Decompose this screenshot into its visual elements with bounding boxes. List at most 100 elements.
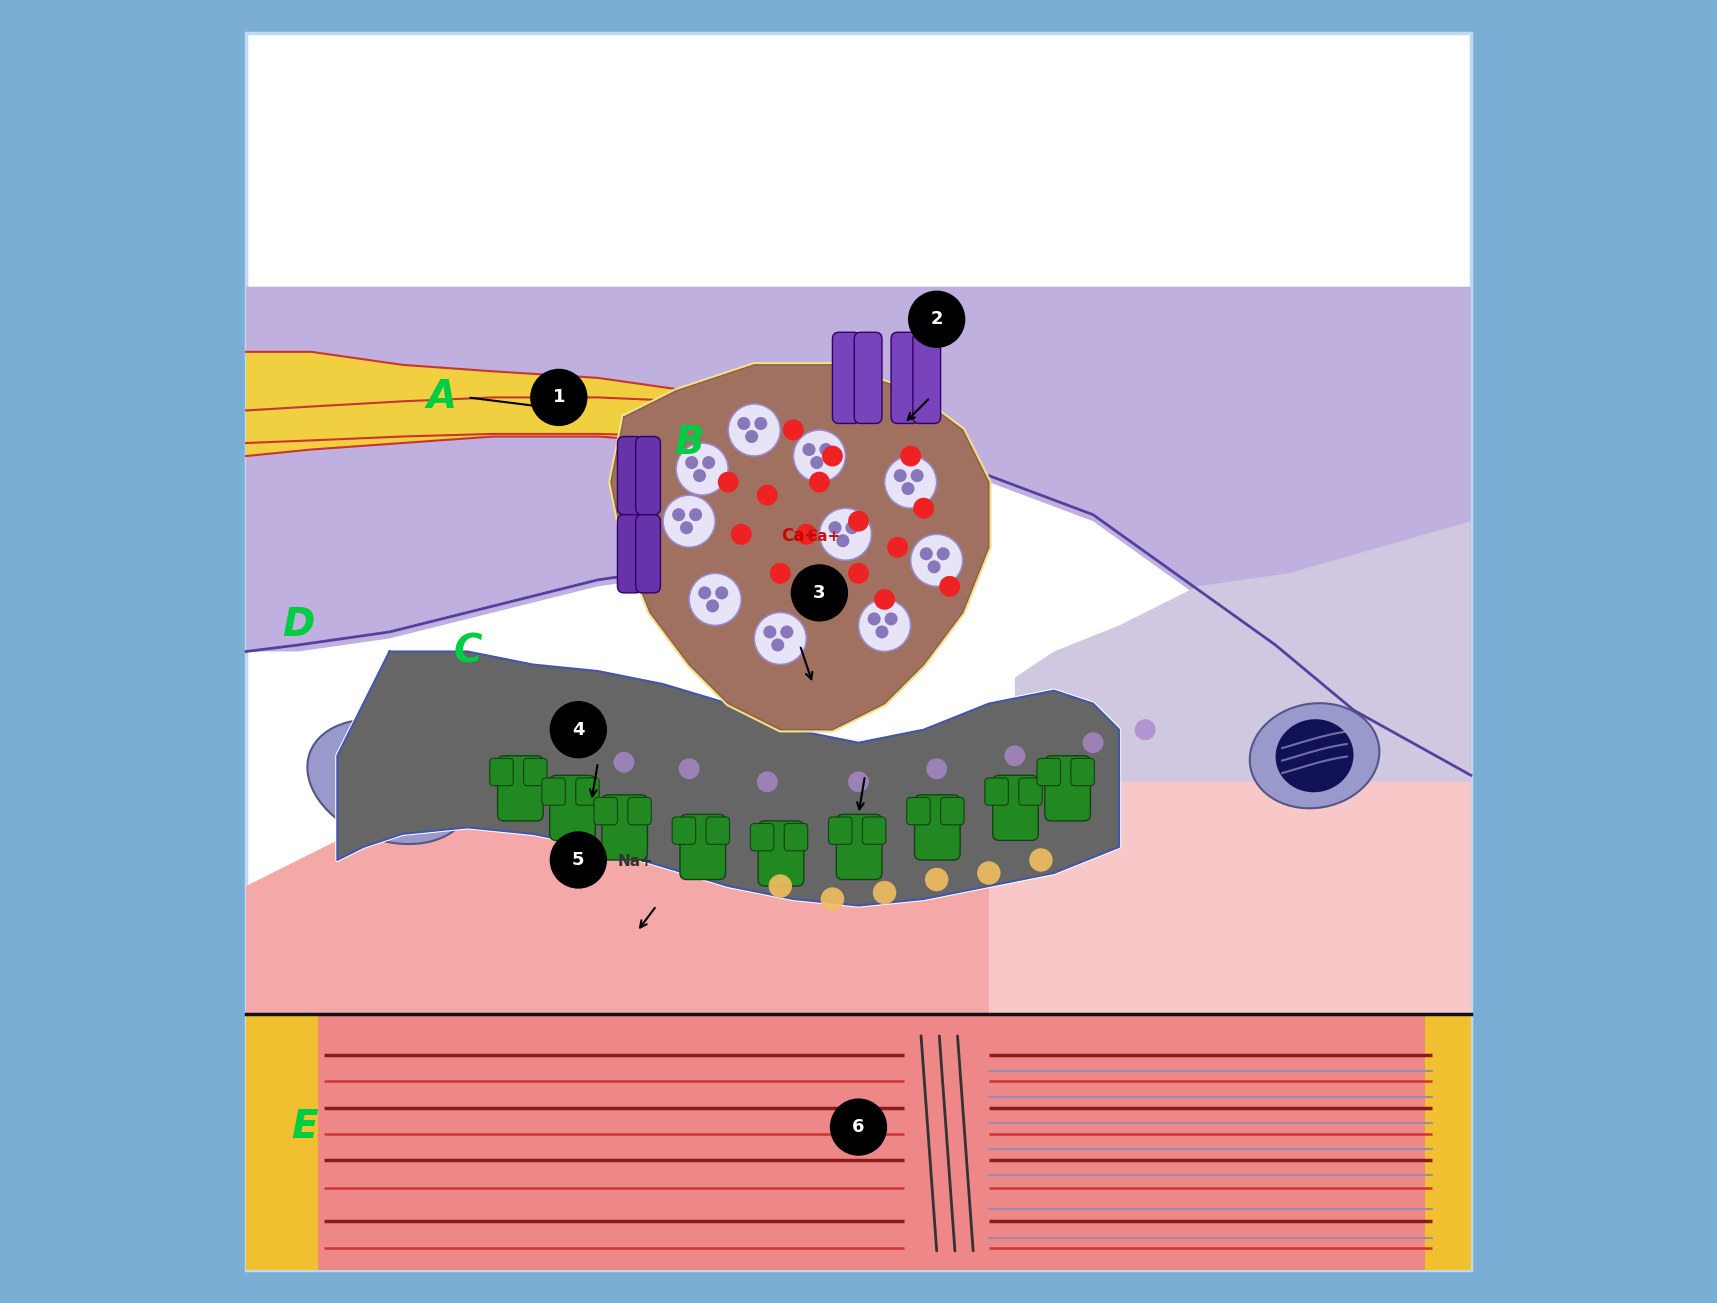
FancyBboxPatch shape <box>594 797 618 825</box>
Circle shape <box>793 430 845 482</box>
FancyBboxPatch shape <box>1018 778 1042 805</box>
FancyBboxPatch shape <box>1037 758 1061 786</box>
Circle shape <box>910 534 963 586</box>
FancyBboxPatch shape <box>618 515 642 593</box>
Polygon shape <box>989 521 1471 1014</box>
Ellipse shape <box>307 719 472 844</box>
Circle shape <box>702 456 716 469</box>
Circle shape <box>937 547 950 560</box>
Circle shape <box>680 521 694 534</box>
Text: 4: 4 <box>572 721 584 739</box>
Text: 2: 2 <box>931 310 943 328</box>
FancyBboxPatch shape <box>246 1016 318 1270</box>
FancyBboxPatch shape <box>635 515 661 593</box>
FancyBboxPatch shape <box>246 1016 1471 1270</box>
Circle shape <box>829 1098 888 1156</box>
Circle shape <box>939 576 960 597</box>
Circle shape <box>783 420 804 440</box>
Circle shape <box>876 625 888 638</box>
Circle shape <box>780 625 793 638</box>
Circle shape <box>769 874 792 898</box>
Polygon shape <box>337 652 1119 906</box>
Polygon shape <box>246 678 1471 1014</box>
Circle shape <box>1004 745 1025 766</box>
Circle shape <box>829 521 841 534</box>
Circle shape <box>531 369 587 426</box>
Circle shape <box>845 521 858 534</box>
FancyBboxPatch shape <box>628 797 651 825</box>
Text: Ca+: Ca+ <box>807 529 841 543</box>
Circle shape <box>874 589 895 610</box>
FancyBboxPatch shape <box>750 823 774 851</box>
FancyBboxPatch shape <box>575 778 599 805</box>
Circle shape <box>671 508 685 521</box>
FancyBboxPatch shape <box>618 437 642 515</box>
Text: A: A <box>426 378 457 417</box>
PathPatch shape <box>246 352 728 456</box>
Circle shape <box>754 417 767 430</box>
PathPatch shape <box>246 397 735 443</box>
Circle shape <box>908 291 965 348</box>
FancyBboxPatch shape <box>913 332 941 423</box>
Circle shape <box>678 758 699 779</box>
FancyBboxPatch shape <box>635 437 661 515</box>
Text: E: E <box>292 1108 318 1147</box>
FancyBboxPatch shape <box>1071 758 1094 786</box>
Circle shape <box>888 537 908 558</box>
Circle shape <box>910 469 924 482</box>
FancyBboxPatch shape <box>833 332 860 423</box>
Circle shape <box>802 443 816 456</box>
Polygon shape <box>1276 719 1353 792</box>
Text: 1: 1 <box>553 388 565 407</box>
FancyBboxPatch shape <box>907 797 931 825</box>
Circle shape <box>867 612 881 625</box>
FancyBboxPatch shape <box>829 817 852 844</box>
Circle shape <box>819 508 872 560</box>
Circle shape <box>884 456 937 508</box>
Circle shape <box>613 752 634 773</box>
Circle shape <box>836 534 850 547</box>
FancyBboxPatch shape <box>891 332 919 423</box>
Circle shape <box>927 560 941 573</box>
FancyBboxPatch shape <box>524 758 548 786</box>
FancyBboxPatch shape <box>915 795 960 860</box>
FancyBboxPatch shape <box>680 814 726 880</box>
Circle shape <box>754 612 807 665</box>
Circle shape <box>901 482 915 495</box>
Polygon shape <box>246 287 1471 782</box>
Circle shape <box>893 469 907 482</box>
Circle shape <box>549 701 608 758</box>
Text: 3: 3 <box>814 584 826 602</box>
Circle shape <box>884 612 898 625</box>
FancyBboxPatch shape <box>836 814 883 880</box>
Circle shape <box>1028 848 1053 872</box>
Circle shape <box>694 469 706 482</box>
Circle shape <box>757 485 778 506</box>
FancyBboxPatch shape <box>759 821 804 886</box>
FancyBboxPatch shape <box>992 775 1039 840</box>
FancyBboxPatch shape <box>855 332 883 423</box>
FancyBboxPatch shape <box>785 823 807 851</box>
Text: D: D <box>282 606 314 645</box>
Circle shape <box>900 446 920 466</box>
FancyBboxPatch shape <box>208 0 1509 1303</box>
Circle shape <box>925 868 948 891</box>
Text: C: C <box>453 632 482 671</box>
FancyBboxPatch shape <box>1425 1016 1471 1270</box>
Circle shape <box>718 472 738 493</box>
Ellipse shape <box>1250 704 1379 808</box>
Circle shape <box>925 758 948 779</box>
Circle shape <box>821 887 845 911</box>
Circle shape <box>872 881 896 904</box>
FancyBboxPatch shape <box>498 756 543 821</box>
Circle shape <box>822 446 843 466</box>
FancyBboxPatch shape <box>1046 756 1090 821</box>
Circle shape <box>757 771 778 792</box>
Polygon shape <box>340 740 440 823</box>
FancyBboxPatch shape <box>671 817 695 844</box>
FancyBboxPatch shape <box>543 778 565 805</box>
FancyBboxPatch shape <box>246 33 1471 1270</box>
Circle shape <box>977 861 1001 885</box>
Circle shape <box>913 498 934 519</box>
Circle shape <box>810 456 824 469</box>
